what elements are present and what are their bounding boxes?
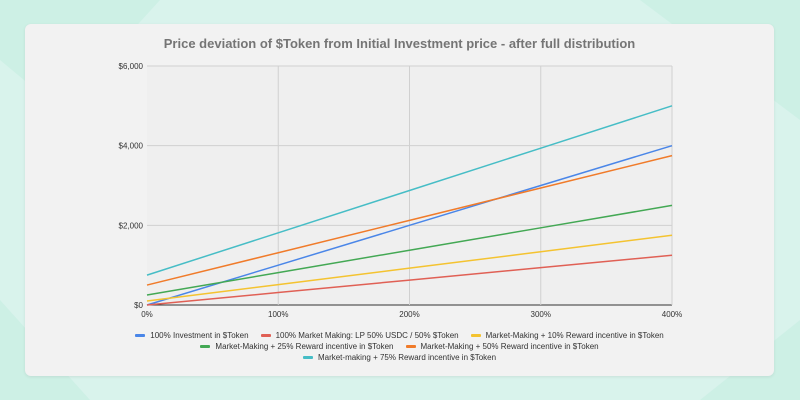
chart-title: Price deviation of $Token from Initial I… <box>163 36 636 51</box>
chart-card: Price deviation of $Token from Initial I… <box>25 24 774 376</box>
series-line-2 <box>146 254 673 306</box>
legend-row: 100% Investment in $Token 100% Market Mak… <box>25 330 774 341</box>
legend-item: 100% Market Making: LP 50% USDC / 50% $T… <box>260 331 459 340</box>
x-tick-label: 0% <box>141 310 153 319</box>
legend-item: Market-Making + 10% Reward incentive in … <box>470 331 664 340</box>
x-tick-label: 300% <box>531 310 551 319</box>
chart-legend: 100% Investment in $Token 100% Market Mak… <box>25 330 774 363</box>
legend-item: 100% Investment in $Token <box>135 331 249 340</box>
legend-row: Market-Making + 25% Reward incentive in … <box>25 341 774 352</box>
legend-label: 100% Investment in $Token <box>150 331 249 340</box>
x-tick-label: 400% <box>662 310 682 319</box>
legend-swatch <box>470 334 481 337</box>
legend-label: Market-Making + 10% Reward incentive in … <box>485 331 664 340</box>
line-chart: $0 $2,000 $4,000 $6,000 0% 100% 200% 300% 400% <box>119 62 683 319</box>
y-tick-label: $4,000 <box>119 142 144 151</box>
legend-swatch <box>302 356 313 359</box>
x-tick-label: 100% <box>268 310 288 319</box>
legend-item: Market-Making + 50% Reward incentive in … <box>405 342 599 351</box>
legend-label: Market-Making + 50% Reward incentive in … <box>420 342 599 351</box>
legend-item: Market-Making + 25% Reward incentive in … <box>200 342 394 351</box>
legend-swatch <box>135 334 146 337</box>
series-line-3 <box>146 234 673 302</box>
x-tick-label: 200% <box>399 310 419 319</box>
y-tick-label: $2,000 <box>119 221 144 230</box>
series-line-5 <box>146 154 673 286</box>
legend-swatch <box>260 334 271 337</box>
legend-swatch <box>405 345 416 348</box>
series-line-4 <box>146 204 673 296</box>
legend-label: Market-making + 75% Reward incentive in … <box>317 353 497 362</box>
legend-swatch <box>200 345 211 348</box>
legend-row: Market-making + 75% Reward incentive in … <box>25 352 774 363</box>
series-line-6 <box>146 105 673 276</box>
y-tick-label: $0 <box>134 301 143 310</box>
y-tick-label: $6,000 <box>119 62 144 71</box>
legend-item: Market-making + 75% Reward incentive in … <box>302 353 497 362</box>
legend-label: 100% Market Making: LP 50% USDC / 50% $T… <box>275 331 459 340</box>
series-line-1 <box>146 144 673 306</box>
legend-label: Market-Making + 25% Reward incentive in … <box>215 342 394 351</box>
